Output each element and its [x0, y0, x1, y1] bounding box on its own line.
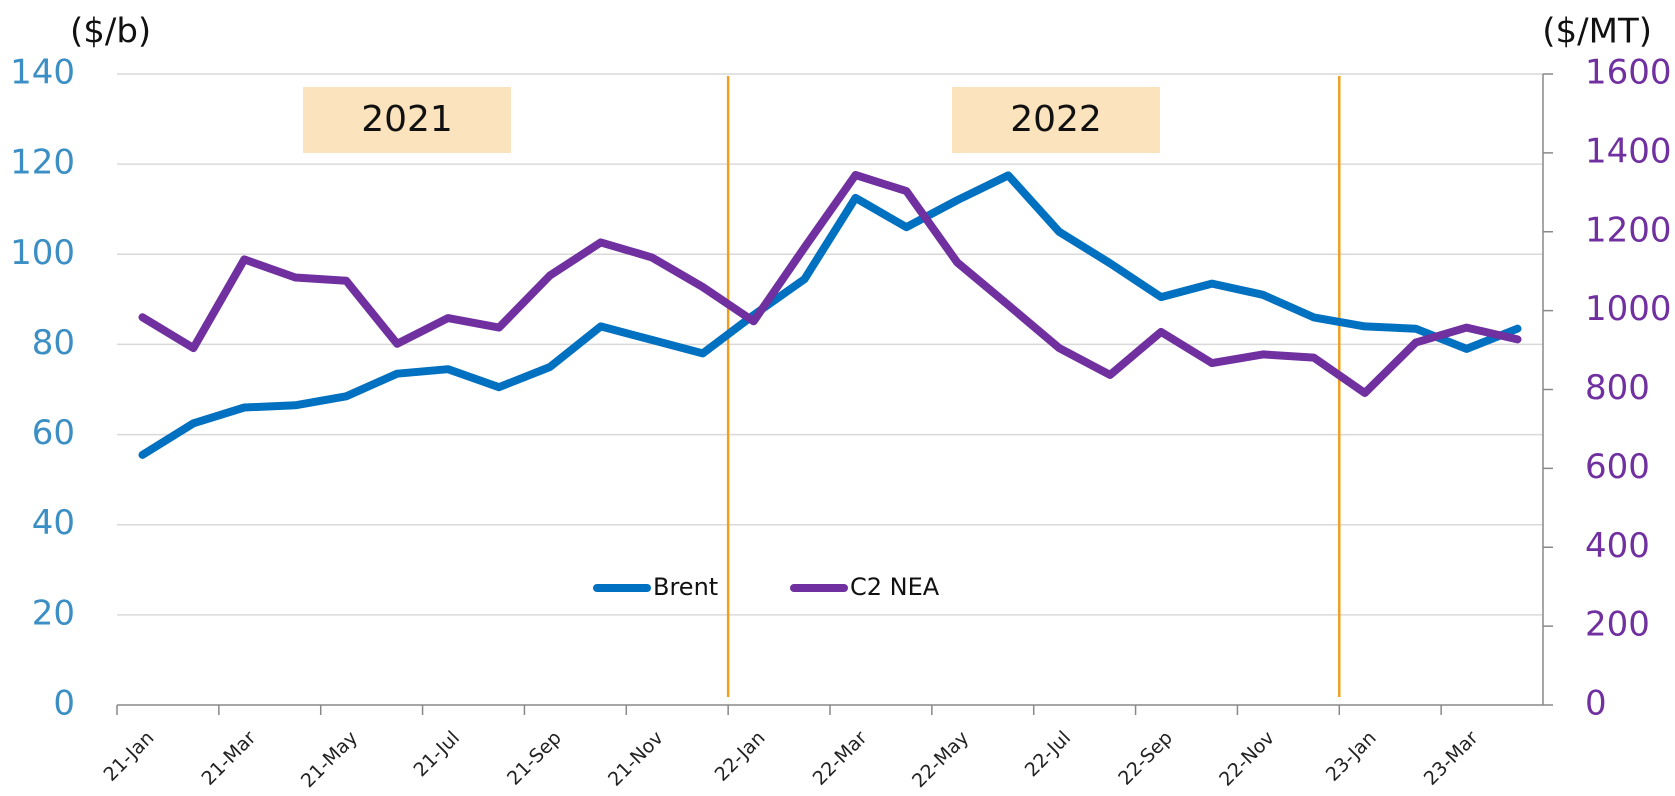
y-tick-label: 80 — [32, 323, 75, 363]
line-series — [138, 171, 1522, 397]
y2-tick-label: 1600 — [1585, 53, 1672, 93]
legend-label: Brent — [653, 573, 718, 601]
y2-tick-label: 200 — [1585, 605, 1650, 645]
y2-tick-label: 800 — [1585, 368, 1650, 408]
x-tick-label: 21-Mar — [197, 727, 260, 790]
y2-tick-label: 0 — [1585, 684, 1607, 724]
annotation-box — [303, 87, 511, 153]
x-tick-label: 22-Nov — [1215, 727, 1279, 791]
x-tick-label: 23-Jan — [1322, 727, 1381, 786]
y2-tick-label: 600 — [1585, 447, 1650, 487]
x-tick-label: 21-May — [297, 727, 362, 792]
y-tick-label: 100 — [10, 233, 75, 273]
x-tick-label: 21-Jan — [99, 727, 158, 786]
y-tick-label: 40 — [32, 503, 75, 543]
x-tick-label: 21-Nov — [604, 727, 668, 791]
x-tick-label: 22-May — [908, 727, 973, 792]
annotation: 2021 — [361, 99, 453, 140]
line-series — [138, 171, 1522, 459]
annotation-box — [952, 87, 1160, 153]
y2-axis-label: ($/MT) — [1542, 12, 1652, 52]
x-tick-label: 23-Mar — [1420, 727, 1483, 790]
x-tick-label: 22-Jan — [711, 727, 770, 786]
x-tick-label: 21-Jul — [410, 727, 464, 781]
y-tick-label: 120 — [10, 143, 75, 183]
y-tick-label: 0 — [53, 684, 75, 724]
y2-tick-label: 1400 — [1585, 131, 1672, 171]
y-axis-label: ($/b) — [70, 12, 151, 52]
legend-label: C2 NEA — [850, 573, 940, 601]
y2-tick-label: 400 — [1585, 526, 1650, 566]
annotation: 2022 — [1010, 99, 1102, 140]
x-tick-label: 22-Mar — [809, 727, 872, 790]
y2-tick-label: 1000 — [1585, 289, 1672, 329]
y2-tick-label: 1200 — [1585, 210, 1672, 250]
y-tick-label: 20 — [32, 593, 75, 633]
y-tick-label: 140 — [10, 53, 75, 93]
y-tick-label: 60 — [32, 413, 75, 453]
x-tick-label: 22-Jul — [1021, 727, 1075, 781]
x-tick-label: 21-Sep — [503, 727, 566, 790]
x-tick-label: 22-Sep — [1114, 727, 1177, 790]
